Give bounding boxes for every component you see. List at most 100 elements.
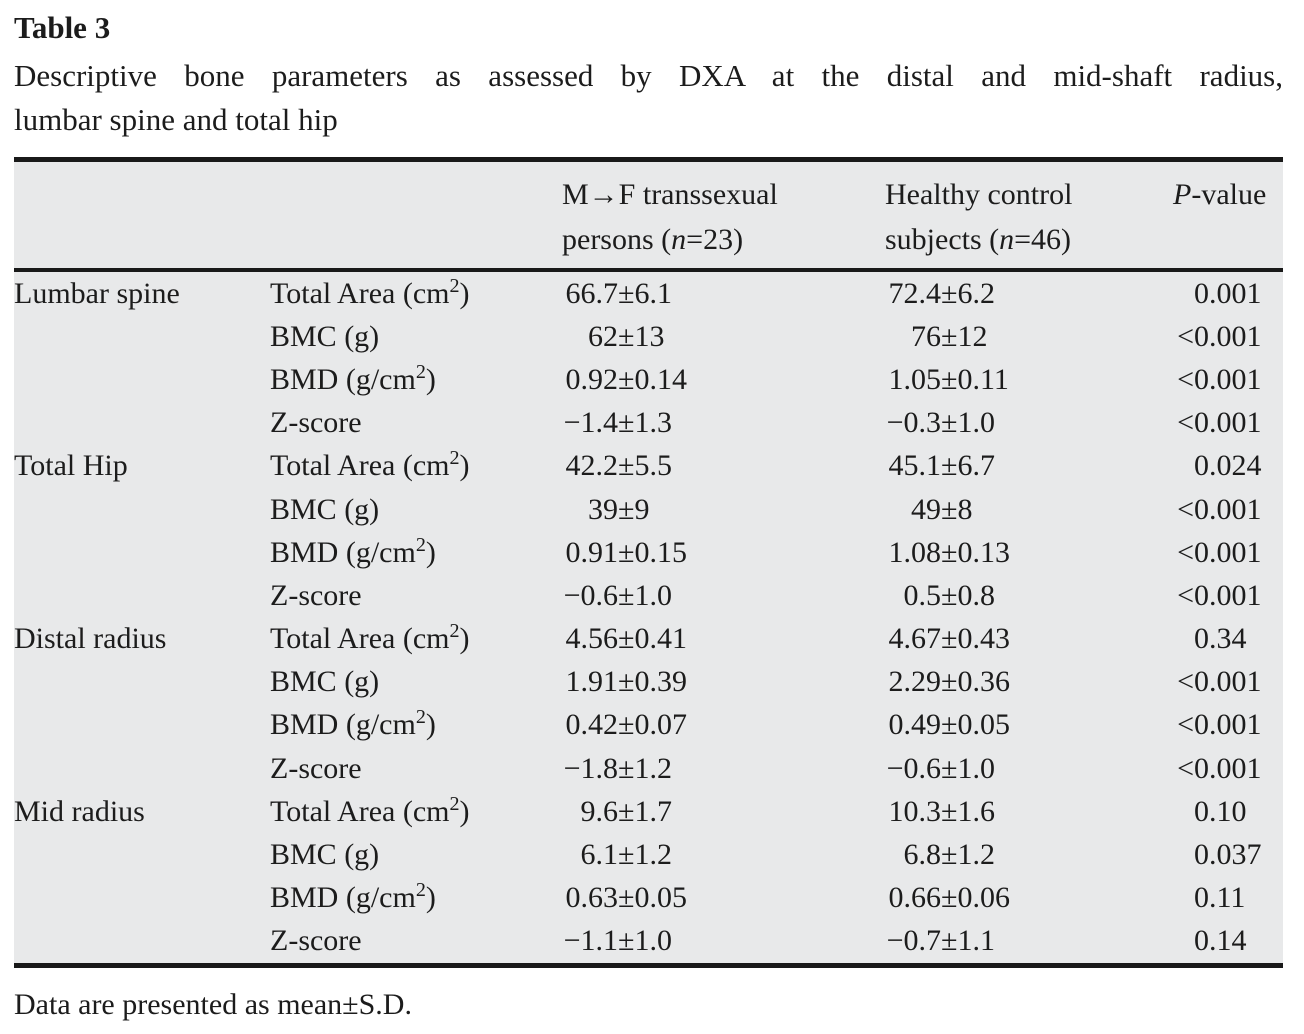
p-integer-part: <0 bbox=[1177, 665, 1209, 699]
parameter-label: Z-score bbox=[270, 751, 362, 785]
mean-value: −0.7 bbox=[886, 924, 941, 958]
table-row: BMC (g) 62±13 76±12 <0.001 bbox=[14, 315, 1283, 358]
mean-value: 62 bbox=[588, 319, 618, 353]
table-row: BMC (g) 39±9 49±8 <0.001 bbox=[14, 488, 1283, 531]
mean-value: −0.6 bbox=[563, 578, 618, 612]
superscript-2: 2 bbox=[415, 879, 426, 902]
mean-value: 0.49 bbox=[888, 708, 942, 742]
value-control-group: −0.6±1.0 bbox=[886, 751, 995, 785]
mean-value: 6.8 bbox=[903, 838, 942, 872]
table-row: Z-score −1.8±1.2 −0.6±1.0 <0.001 bbox=[14, 747, 1283, 790]
table-row: BMC (g) 6.1±1.2 6.8±1.2 0.037 bbox=[14, 833, 1283, 876]
p-value: <0.001 bbox=[1170, 579, 1283, 613]
p-value: <0.001 bbox=[1170, 536, 1283, 570]
column-header-transsexual-line1: M→F transsexual bbox=[562, 178, 778, 211]
p-integer-part: 0 bbox=[1194, 881, 1209, 915]
p-value: 0.10 bbox=[1170, 795, 1283, 829]
p-integer-part: 0 bbox=[1194, 794, 1209, 828]
mean-value: 6.1 bbox=[580, 838, 619, 872]
p-integer-part: <0 bbox=[1177, 492, 1209, 526]
header-spacer-parameter bbox=[270, 172, 562, 268]
value-control-group: 0.49±0.05 bbox=[885, 708, 1170, 742]
table-figure: Table 3 Descriptive bone parameters as a… bbox=[14, 0, 1283, 1025]
mean-value: −1.4 bbox=[563, 406, 618, 440]
mean-value: 4.67 bbox=[888, 622, 942, 656]
mean-value: 76 bbox=[911, 319, 941, 353]
table-row: Mid radius Total Area (cm2) 9.6±1.7 10.3±1.… bbox=[14, 790, 1283, 833]
header-separator-rule bbox=[14, 268, 1283, 272]
value-transsexual-group: 42.2±5.5 bbox=[562, 449, 885, 483]
mean-value: −1.8 bbox=[563, 751, 618, 785]
table-row: Lumbar spine Total Area (cm2) 66.7±6.1 72.4… bbox=[14, 272, 1283, 315]
mean-value: 0.5 bbox=[903, 578, 942, 612]
p-value: 0.34 bbox=[1170, 622, 1283, 656]
mean-value: 0.63 bbox=[565, 881, 619, 915]
table-body: Lumbar spine Total Area (cm2) 66.7±6.1 72.4… bbox=[14, 272, 1283, 963]
p-integer-part: <0 bbox=[1177, 406, 1209, 440]
mean-value: 49 bbox=[911, 492, 941, 526]
value-transsexual-group: −1.1±1.0 bbox=[563, 924, 672, 958]
table-row: BMD (g/cm2) 0.42±0.07 0.49±0.05 <0.001 bbox=[14, 704, 1283, 747]
table-footnote: Data are presented as mean±S.D. bbox=[14, 988, 412, 1021]
table-row: BMD (g/cm2) 0.63±0.05 0.66±0.06 0.11 bbox=[14, 877, 1283, 920]
mean-value: 4.56 bbox=[565, 622, 619, 656]
mean-value: 1.05 bbox=[888, 362, 942, 396]
table-bottom-rule bbox=[14, 963, 1283, 968]
p-integer-part: 0 bbox=[1194, 449, 1209, 483]
mean-value: 0.66 bbox=[888, 881, 942, 915]
mean-value: 42.2 bbox=[565, 449, 619, 483]
column-header-pvalue: P-value bbox=[1173, 178, 1267, 211]
column-header-transsexual-line2: persons (n=23) bbox=[562, 223, 744, 256]
superscript-2: 2 bbox=[449, 620, 460, 643]
value-transsexual-group: −0.6±1.0 bbox=[563, 578, 672, 612]
p-integer-part: 0 bbox=[1194, 838, 1209, 872]
parameter-label: Total Area (cm2) bbox=[270, 274, 470, 310]
mean-value: 9.6 bbox=[580, 794, 619, 828]
p-variable: P bbox=[1173, 178, 1192, 211]
n-variable: n bbox=[671, 223, 687, 256]
superscript-2: 2 bbox=[449, 274, 460, 297]
table-row: BMC (g) 1.91±0.39 2.29±0.36 <0.001 bbox=[14, 661, 1283, 704]
parameter-label: Total Area (cm2) bbox=[270, 620, 470, 656]
header-spacer-region bbox=[14, 172, 270, 268]
p-integer-part: <0 bbox=[1177, 535, 1209, 569]
table-row: Z-score −0.6±1.0 0.5±0.8 <0.001 bbox=[14, 574, 1283, 617]
value-control-group: 10.3±1.6 bbox=[885, 795, 1170, 829]
table-caption: Descriptive bone parameters as assessed … bbox=[14, 54, 1283, 142]
p-value: <0.001 bbox=[1170, 752, 1283, 786]
mean-value: 0.42 bbox=[565, 708, 619, 742]
mean-value: 45.1 bbox=[888, 449, 942, 483]
mean-value: 1.08 bbox=[888, 535, 942, 569]
mean-value: −0.6 bbox=[886, 751, 941, 785]
p-integer-part: <0 bbox=[1177, 578, 1209, 612]
p-integer-part: <0 bbox=[1177, 708, 1209, 742]
value-control-group: −0.3±1.0 bbox=[886, 406, 995, 440]
mean-value: 0.92 bbox=[565, 362, 619, 396]
caption-line1: Descriptive bone parameters as assessed … bbox=[14, 58, 1283, 93]
value-transsexual-group: 4.56±0.41 bbox=[562, 622, 885, 656]
p-value: <0.001 bbox=[1170, 320, 1283, 354]
value-transsexual-group: 0.91±0.15 bbox=[562, 536, 885, 570]
parameter-label: BMD (g/cm2) bbox=[270, 706, 436, 742]
p-integer-part: 0 bbox=[1194, 924, 1209, 958]
caption-line2: lumbar spine and total hip bbox=[14, 102, 338, 137]
parameter-label: Total Area (cm2) bbox=[270, 447, 470, 483]
mean-value: 72.4 bbox=[888, 276, 942, 310]
p-value: <0.001 bbox=[1170, 493, 1283, 527]
column-header-control-group: Healthy control subjects (n=46) bbox=[885, 172, 1170, 268]
p-integer-part: 0 bbox=[1194, 622, 1209, 656]
value-control-group: 1.08±0.13 bbox=[885, 536, 1170, 570]
value-control-group: 2.29±0.36 bbox=[885, 665, 1170, 699]
table-header-row: M→F transsexual persons (n=23) Healthy c… bbox=[14, 162, 1283, 268]
column-header-control-line2: subjects (n=46) bbox=[885, 223, 1072, 256]
mean-value: 39 bbox=[588, 492, 618, 526]
region-label: Lumbar spine bbox=[14, 276, 180, 310]
p-value: 0.11 bbox=[1170, 881, 1283, 915]
p-value: <0.001 bbox=[1170, 665, 1283, 699]
value-control-group: 49±8 bbox=[885, 493, 1170, 527]
p-value: 0.001 bbox=[1170, 277, 1283, 311]
superscript-2: 2 bbox=[415, 360, 426, 383]
mean-value: 2.29 bbox=[888, 665, 942, 699]
superscript-2: 2 bbox=[449, 792, 460, 815]
